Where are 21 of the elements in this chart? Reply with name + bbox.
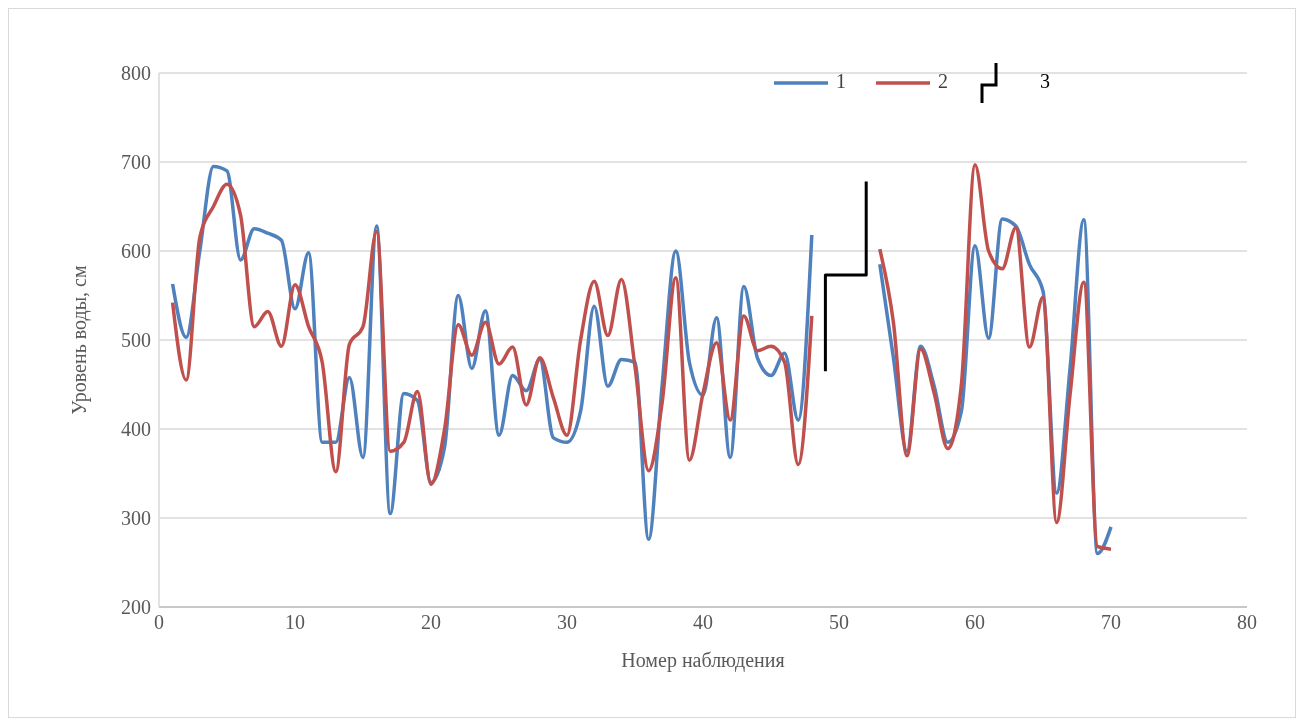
y-tick-label: 500	[121, 329, 151, 352]
x-tick-label: 10	[285, 611, 305, 634]
x-tick-label: 60	[965, 611, 985, 634]
x-tick-label: 20	[421, 611, 441, 634]
legend-label: 3	[1040, 69, 1050, 93]
x-tick-label: 70	[1101, 611, 1121, 634]
x-tick-label: 30	[557, 611, 577, 634]
x-tick-label: 40	[693, 611, 713, 634]
x-tick-label: 80	[1237, 611, 1257, 634]
y-tick-label: 600	[121, 240, 151, 263]
y-axis-title: Уровень воды, см	[68, 265, 92, 415]
y-tick-label: 400	[121, 418, 151, 441]
y-tick-label: 800	[121, 62, 151, 85]
x-tick-label: 50	[829, 611, 849, 634]
y-tick-label: 300	[121, 507, 151, 530]
legend-label: 1	[836, 69, 846, 93]
x-axis-title: Номер наблюдения	[621, 649, 785, 672]
legend-label: 2	[938, 69, 948, 93]
x-tick-label: 0	[154, 611, 164, 634]
y-tick-label: 700	[121, 151, 151, 174]
y-tick-label: 200	[121, 596, 151, 619]
